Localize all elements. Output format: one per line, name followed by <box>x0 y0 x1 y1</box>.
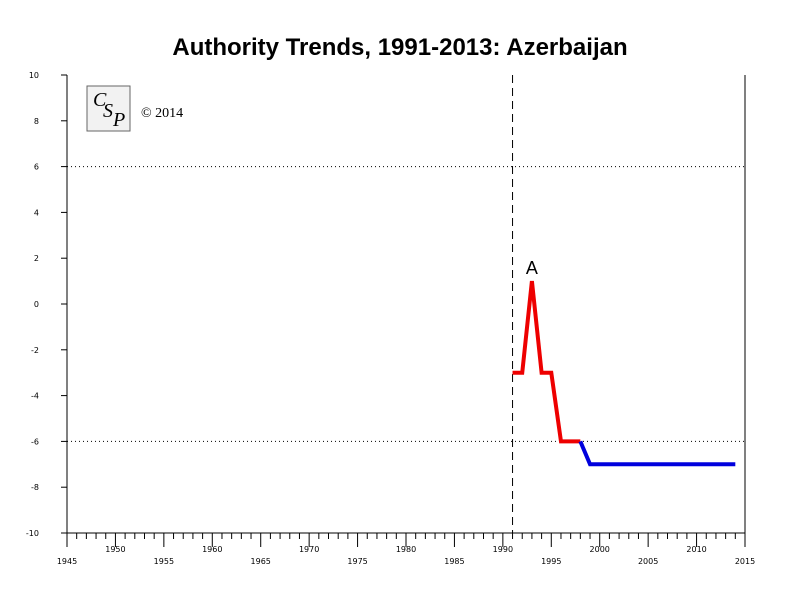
logo-text-c: C <box>93 89 107 111</box>
x-tick-label: 1955 <box>154 557 174 566</box>
x-axis: 1950 1960 1970 1980 1990 2000 2010 1945 1955 1965… <box>57 533 755 566</box>
y-tick-label: 6 <box>34 163 39 172</box>
x-tick-label: 2000 <box>590 545 610 554</box>
x-tick-label: 1995 <box>541 557 561 566</box>
copyright-text: © 2014 <box>141 106 183 121</box>
logo-box <box>86 85 131 132</box>
annotations: A <box>526 258 538 278</box>
y-tick-label: 2 <box>34 254 39 263</box>
csp-logo: C S P <box>86 85 131 132</box>
x-tick-label: 1980 <box>396 545 416 554</box>
x-tick-label: 1950 <box>105 545 125 554</box>
series-line-1 <box>578 440 736 467</box>
reference-lines <box>67 166 745 442</box>
chart-title: Authority Trends, 1991-2013: Azerbaijan <box>172 34 628 61</box>
y-axis: 10 8 6 4 2 0 -2 -4 -6 -8 -10 <box>26 71 67 538</box>
y-tick-label: -2 <box>31 346 39 355</box>
y-tick-label: -4 <box>31 392 39 401</box>
series-group <box>512 280 736 467</box>
x-tick-label: 1975 <box>347 557 367 566</box>
x-tick-label: 1985 <box>444 557 464 566</box>
x-tick-label: 1945 <box>57 557 77 566</box>
y-tick-label: 8 <box>34 117 39 126</box>
x-tick-label: 2010 <box>686 545 706 554</box>
logo-text-s: S <box>103 100 113 122</box>
x-tick-label: 1960 <box>202 545 222 554</box>
x-tick-label: 2015 <box>735 557 755 566</box>
y-tick-label: 4 <box>34 208 39 217</box>
x-tick-label: 1970 <box>299 545 319 554</box>
x-tick-label: 1965 <box>251 557 271 566</box>
y-tick-label: -8 <box>31 483 39 492</box>
logo-text-p: P <box>112 109 125 131</box>
series-line-0 <box>512 280 581 444</box>
y-tick-label: -10 <box>26 529 39 538</box>
y-tick-label: 0 <box>34 300 39 309</box>
x-tick-label: 2005 <box>638 557 658 566</box>
annotation-label: A <box>526 258 538 278</box>
x-tick-label: 1990 <box>493 545 513 554</box>
y-tick-label: 10 <box>29 71 39 80</box>
y-tick-label: -6 <box>31 437 39 446</box>
